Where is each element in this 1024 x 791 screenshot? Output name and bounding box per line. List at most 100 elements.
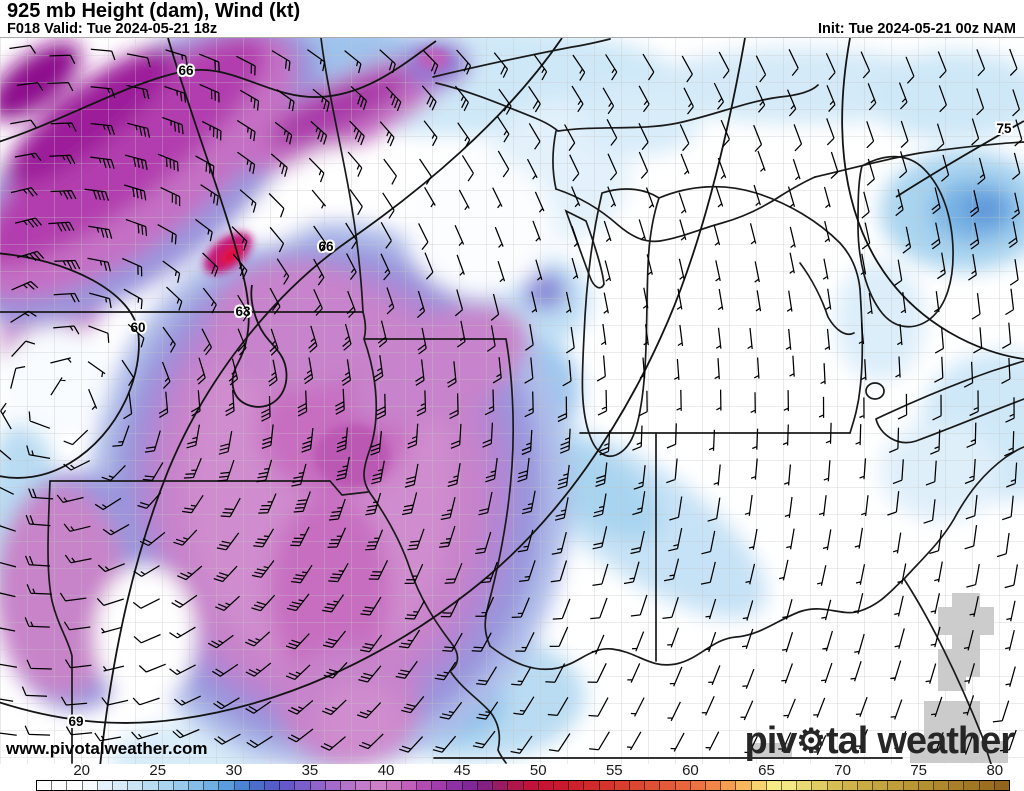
colorbar-cell xyxy=(812,781,828,790)
colorbar-cell xyxy=(994,781,1009,790)
colorbar-cell xyxy=(903,781,919,790)
colorbar-cell xyxy=(690,781,706,790)
colorbar-cell xyxy=(933,781,950,790)
colorbar-cell xyxy=(219,781,235,790)
colorbar-tick: 80 xyxy=(986,762,1004,779)
colorbar-tick: 65 xyxy=(758,762,775,779)
contour-label: 69 xyxy=(68,714,83,729)
colorbar-cell xyxy=(341,781,357,790)
colorbar-tick: 55 xyxy=(605,762,623,779)
colorbar-cell xyxy=(82,781,98,790)
colorbar-cell xyxy=(964,781,980,790)
colorbar-cell xyxy=(553,781,570,790)
colorbar-cell xyxy=(325,781,342,790)
map-svg: 66 60 63 66 69 75 xyxy=(0,38,1024,764)
wind-barbs xyxy=(0,44,1023,756)
colorbar-cell xyxy=(705,781,722,790)
colorbar-cell xyxy=(173,781,190,790)
colorbar-cell xyxy=(189,781,205,790)
colorbar-cell xyxy=(629,781,646,790)
contour-layer xyxy=(0,38,1024,764)
colorbar-cell xyxy=(477,781,494,790)
colorbar-cell xyxy=(538,781,554,790)
valid-time-label: F018 Valid: Tue 2024-05-21 18z xyxy=(7,21,218,37)
colorbar-cell xyxy=(67,781,83,790)
colorbar-cell xyxy=(599,781,615,790)
map-header: 925 mb Height (dam), Wind (kt) F018 Vali… xyxy=(0,0,1024,37)
colorbar-gradient xyxy=(36,780,1010,791)
contour-label: 66 xyxy=(318,239,334,254)
colorbar-cell xyxy=(827,781,843,790)
colorbar-cell xyxy=(493,781,509,790)
colorbar-cell xyxy=(736,781,752,790)
colorbar-cell xyxy=(842,781,858,790)
colorbar-cell xyxy=(645,781,661,790)
terrain-mask xyxy=(748,593,1008,763)
contour-label: 75 xyxy=(996,121,1012,136)
colorbar-cell xyxy=(721,781,737,790)
colorbar-cell xyxy=(447,781,463,790)
colorbar-tick: 45 xyxy=(453,762,471,779)
colorbar-tick: 70 xyxy=(834,762,851,779)
colorbar-tick: 40 xyxy=(377,762,395,779)
colorbar-cell xyxy=(797,781,813,790)
colorbar-cell xyxy=(614,781,630,790)
colorbar-cell xyxy=(781,781,798,790)
colorbar-cell xyxy=(249,781,266,790)
colorbar-cell xyxy=(52,781,68,790)
colorbar-cell xyxy=(97,781,114,790)
contour-label: 60 xyxy=(130,320,145,335)
colorbar-cell xyxy=(37,781,53,790)
gear-icon: ⚙ xyxy=(796,722,827,759)
map-canvas[interactable]: 66 60 63 66 69 75 www.pivotalweather.com piv⚙… xyxy=(0,37,1024,764)
colorbar-cell xyxy=(401,781,418,790)
colorbar-cell xyxy=(857,781,874,790)
init-time-label: Init: Tue 2024-05-21 00z NAM xyxy=(818,21,1016,37)
logo: piv⚙tal weather xyxy=(744,720,1015,763)
colorbar-tick: 75 xyxy=(910,762,928,779)
colorbar-cell xyxy=(523,781,539,790)
wind-barbs-layer xyxy=(0,44,1023,756)
colorbar-cell xyxy=(584,781,600,790)
colorbar-cell xyxy=(949,781,965,790)
colorbar-tick: 25 xyxy=(149,762,167,779)
colorbar-cell xyxy=(386,781,402,790)
colorbar-cell xyxy=(888,781,904,790)
colorbar-cell xyxy=(280,781,296,790)
colorbar-cell xyxy=(234,781,250,790)
contour-label: 66 xyxy=(178,63,194,78)
colorbar-ticks: 20 25 30 35 40 45 50 55 60 65 70 75 80 xyxy=(36,762,1010,779)
page-title: 925 mb Height (dam), Wind (kt) xyxy=(7,0,301,22)
logo-word1-post: tal xyxy=(826,720,868,762)
colorbar-tick: 35 xyxy=(301,762,319,779)
colorbar-cell xyxy=(979,781,995,790)
colorbar-cell xyxy=(310,781,326,790)
colorbar-cell xyxy=(918,781,934,790)
colorbar-cell xyxy=(265,781,281,790)
colorbar-cell xyxy=(660,781,676,790)
colorbar-cell xyxy=(417,781,433,790)
colorbar-cell xyxy=(158,781,174,790)
colorbar-cell xyxy=(371,781,387,790)
colorbar-tick: 30 xyxy=(225,762,243,779)
colorbar-tick: 20 xyxy=(73,762,90,779)
watermark: www.pivotalweather.com xyxy=(6,739,208,758)
logo-word1-pre: piv xyxy=(744,720,798,762)
colorbar-cell xyxy=(204,781,220,790)
colorbar-cell xyxy=(143,781,159,790)
colorbar-cell xyxy=(569,781,585,790)
colorbar-cell xyxy=(675,781,691,790)
colorbar-cell xyxy=(751,781,767,790)
colorbar-cell xyxy=(873,781,889,790)
colorbar-cell xyxy=(766,781,782,790)
colorbar-cell xyxy=(462,781,478,790)
logo-word2: weather xyxy=(877,720,1015,762)
colorbar-cell xyxy=(113,781,129,790)
colorbar-cell xyxy=(432,781,448,790)
contour-labels: 66 60 63 66 69 75 xyxy=(66,61,1014,731)
contour-label: 63 xyxy=(235,304,251,319)
colorbar-tick: 50 xyxy=(529,762,547,779)
colorbar-cell xyxy=(356,781,372,790)
state-borders-layer xyxy=(0,38,1024,764)
